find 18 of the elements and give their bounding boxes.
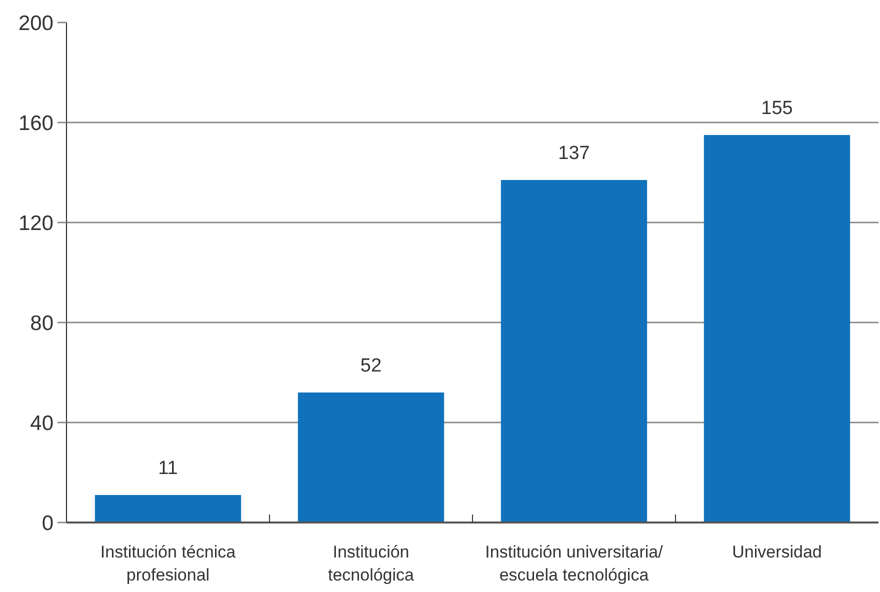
x-tick-label: Institución universitaria/ escuela tecnológica <box>485 542 664 584</box>
y-tick-label: 40 <box>30 412 54 435</box>
y-tick-label: 80 <box>30 312 54 335</box>
data-label: 137 <box>558 143 590 164</box>
y-tick-label: 200 <box>18 12 54 35</box>
data-label: 11 <box>158 458 178 479</box>
bar <box>298 392 444 522</box>
y-tick-label: 120 <box>18 212 54 235</box>
data-label: 155 <box>761 98 793 119</box>
y-tick-label: 0 <box>42 512 54 535</box>
bar <box>500 180 648 522</box>
data-label: 52 <box>360 356 382 376</box>
x-tick-label: Institución tecnológica <box>328 542 415 584</box>
bar <box>704 135 850 522</box>
bar <box>94 495 242 522</box>
x-tick-label: Institución técnica profesional <box>100 542 236 584</box>
y-tick-label: 160 <box>18 112 54 135</box>
x-tick-label: Universidad <box>732 542 822 562</box>
